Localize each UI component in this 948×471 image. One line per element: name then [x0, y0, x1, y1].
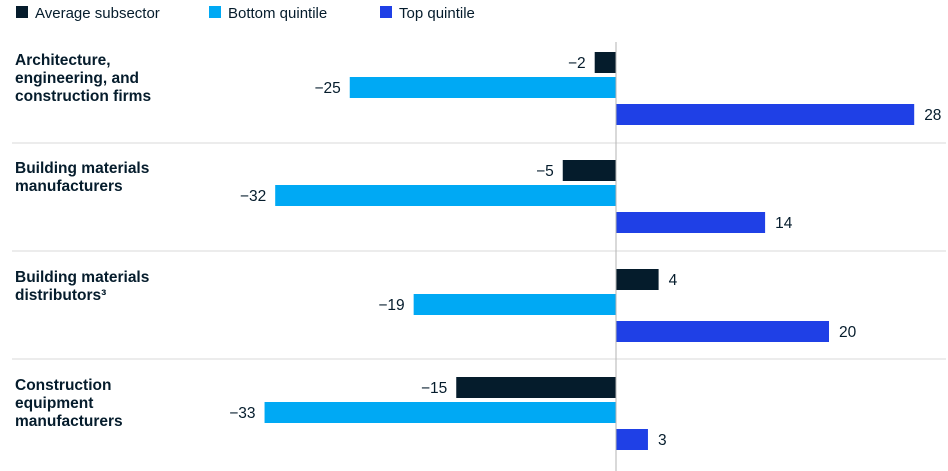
- category-label-line: Architecture,: [15, 52, 111, 69]
- bar-1-1: [275, 185, 616, 206]
- group-separators: [12, 142, 946, 360]
- value-label-2-1: −19: [378, 297, 404, 314]
- value-label-2-2: 20: [839, 324, 857, 341]
- value-label-3-2: 3: [658, 432, 667, 449]
- legend-swatch-2: [380, 6, 392, 18]
- category-label-3: Construction equipment manufacturers: [15, 377, 123, 430]
- value-label-2-0: 4: [669, 272, 678, 289]
- value-label-1-2: 14: [775, 215, 793, 232]
- value-label-3-1: −33: [229, 405, 255, 422]
- value-label-3-0: −15: [421, 380, 447, 397]
- category-label-1: Building materials manufacturers: [15, 160, 149, 195]
- category-label-line: engineering, and: [15, 70, 139, 87]
- legend-label-1: Bottom quintile: [228, 5, 327, 22]
- value-label-1-1: −32: [240, 188, 266, 205]
- bar-2-1: [413, 294, 616, 315]
- legend: Average subsector Bottom quintile Top quin…: [16, 5, 475, 22]
- bar-2-2: [616, 321, 829, 342]
- legend-swatch-0: [16, 6, 28, 18]
- category-label-2: Building materials distributors³: [15, 269, 149, 304]
- value-label-0-1: −25: [314, 80, 340, 97]
- legend-swatch-1: [209, 6, 221, 18]
- category-label-line: construction firms: [15, 88, 151, 105]
- category-label-line: manufacturers: [15, 413, 123, 430]
- category-label-line: Building materials: [15, 160, 149, 177]
- legend-label-0: Average subsector: [35, 5, 160, 22]
- value-label-1-0: −5: [536, 163, 554, 180]
- category-label-line: distributors³: [15, 287, 106, 304]
- bar-1-2: [616, 212, 766, 233]
- legend-label-2: Top quintile: [399, 5, 475, 22]
- value-label-0-0: −2: [568, 55, 586, 72]
- value-label-0-2: 28: [924, 107, 941, 124]
- bar-3-0: [456, 377, 616, 398]
- category-label-line: Building materials: [15, 269, 149, 286]
- labels: Architecture, engineering, and constructio…: [15, 52, 941, 449]
- category-label-line: equipment: [15, 395, 93, 412]
- bar-3-2: [616, 429, 648, 450]
- category-label-line: Construction: [15, 377, 111, 394]
- bar-0-2: [616, 104, 915, 125]
- category-label-line: manufacturers: [15, 178, 123, 195]
- bar-1-0: [562, 160, 616, 181]
- bars: [264, 52, 915, 450]
- category-label-0: Architecture, engineering, and constructio…: [15, 52, 151, 105]
- bar-3-1: [264, 402, 616, 423]
- bar-0-0: [594, 52, 616, 73]
- bar-2-0: [616, 269, 659, 290]
- bar-0-1: [349, 77, 616, 98]
